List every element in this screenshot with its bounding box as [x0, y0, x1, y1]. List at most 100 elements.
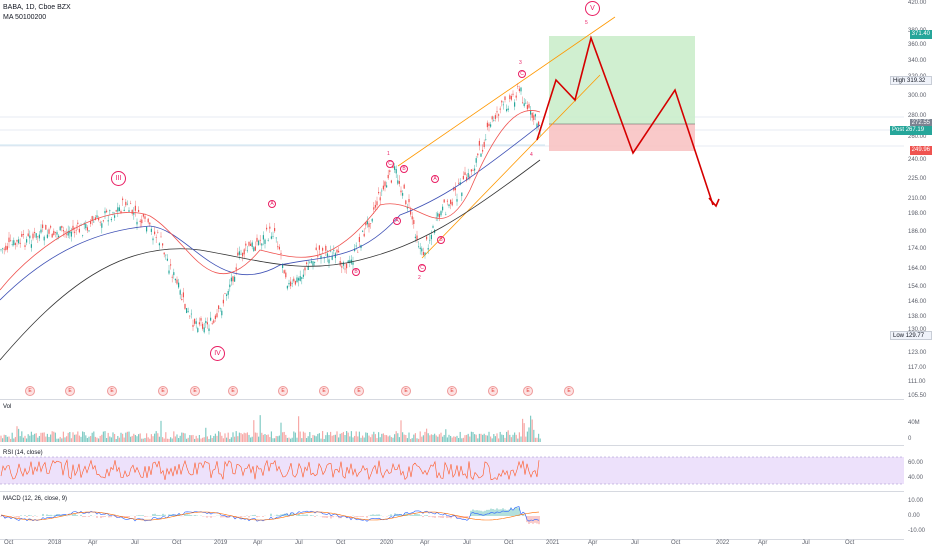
candle-body: [19, 242, 21, 244]
macd-histogram-bar: [30, 515, 32, 516]
volume-bar: [470, 431, 472, 442]
earnings-marker[interactable]: E: [158, 386, 168, 396]
volume-bar: [264, 434, 266, 442]
candle-body: [85, 224, 87, 229]
candle-body: [459, 182, 461, 185]
volume-bar: [325, 435, 327, 442]
candle-body: [403, 184, 405, 189]
ma50-line: [0, 110, 541, 291]
price-pane[interactable]: BABA, 1D, Cboe BZX MA 50100200 III IV V …: [0, 0, 904, 400]
candle-body: [493, 120, 495, 121]
volume-bar: [101, 434, 103, 442]
earnings-marker[interactable]: E: [319, 386, 329, 396]
volume-bar: [344, 435, 346, 442]
macd-histogram-bar: [116, 516, 118, 518]
candle-body: [266, 227, 268, 230]
candle-body: [379, 197, 381, 201]
volume-bar: [446, 437, 448, 442]
price-tick: 186.00: [908, 229, 927, 235]
volume-tick: 40M: [908, 420, 920, 426]
volume-bar: [83, 432, 85, 442]
rsi-axis[interactable]: 60.00 40.00: [904, 446, 932, 492]
time-tick: Oct: [504, 540, 514, 546]
candle-body: [483, 142, 485, 147]
volume-bar: [331, 435, 333, 442]
volume-bar: [314, 435, 316, 442]
volume-bar: [411, 438, 413, 442]
earnings-marker[interactable]: E: [278, 386, 288, 396]
volume-bar: [235, 431, 237, 442]
earnings-marker[interactable]: E: [65, 386, 75, 396]
candle-body: [298, 278, 300, 281]
earnings-marker[interactable]: E: [488, 386, 498, 396]
earnings-marker[interactable]: E: [564, 386, 574, 396]
ma-indicator-title[interactable]: MA 50100200: [3, 14, 47, 21]
price-tick: 123.00: [908, 350, 927, 356]
candle-body: [501, 100, 503, 103]
earnings-marker[interactable]: E: [228, 386, 238, 396]
volume-bar: [398, 437, 400, 442]
time-axis[interactable]: Oct 2018 Apr Jul Oct 2019 Apr Jul Oct 2020 Apr Jul O…: [0, 540, 904, 550]
volume-bar: [120, 432, 122, 442]
candle-body: [86, 227, 88, 231]
candle-body: [195, 321, 197, 324]
price-tick: 174.00: [908, 246, 927, 252]
earnings-marker[interactable]: E: [447, 386, 457, 396]
macd-histogram-bar: [156, 514, 158, 516]
earnings-marker[interactable]: E: [401, 386, 411, 396]
earnings-marker[interactable]: E: [354, 386, 364, 396]
volume-axis[interactable]: 40M 0: [904, 400, 932, 446]
candle-body: [240, 253, 242, 255]
volume-title[interactable]: Vol: [3, 404, 12, 410]
candle-body: [344, 268, 346, 270]
volume-bar: [333, 435, 335, 442]
candle-body: [139, 220, 141, 223]
candle-body: [355, 245, 357, 247]
candle-body: [43, 236, 45, 241]
price-axis[interactable]: 420.00380.00360.00340.00320.00300.00280.…: [890, 0, 932, 400]
volume-bar: [91, 432, 93, 442]
rsi-title[interactable]: RSI (14, close): [3, 450, 43, 456]
volume-bar: [533, 429, 535, 442]
macd-axis[interactable]: 10.00 0.00 -10.00: [904, 492, 932, 540]
volume-bar: [176, 434, 178, 442]
earnings-marker[interactable]: E: [190, 386, 200, 396]
macd-title[interactable]: MACD (12, 26, close, 9): [3, 496, 68, 502]
volume-bar: [210, 435, 212, 442]
volume-bar: [338, 437, 340, 442]
earnings-marker[interactable]: E: [107, 386, 117, 396]
volume-bar: [285, 434, 287, 442]
time-tick: Oct: [671, 540, 681, 546]
volume-bar: [229, 438, 231, 442]
volume-bar: [5, 435, 7, 442]
volume-bar: [341, 433, 343, 442]
macd-histogram-bar: [362, 516, 364, 517]
time-tick: Oct: [336, 540, 346, 546]
candle-body: [206, 322, 208, 325]
volume-bar: [13, 438, 15, 442]
candle-body: [38, 234, 40, 239]
macd-histogram-bar: [448, 516, 450, 518]
candle-body: [250, 243, 252, 247]
candle-body: [274, 228, 276, 232]
earnings-marker[interactable]: E: [25, 386, 35, 396]
volume-pane[interactable]: Vol: [0, 400, 904, 446]
macd-pane[interactable]: MACD (12, 26, close, 9): [0, 492, 904, 540]
earnings-marker[interactable]: E: [523, 386, 533, 396]
rsi-pane[interactable]: RSI (14, close): [0, 446, 904, 492]
macd-histogram-bar: [356, 516, 358, 518]
volume-bar: [474, 434, 476, 442]
volume-bar: [112, 432, 114, 442]
macd-histogram-bar: [160, 515, 162, 516]
volume-bar: [366, 432, 368, 442]
macd-histogram-bar: [240, 516, 242, 518]
volume-bar: [534, 437, 536, 442]
macd-histogram-bar: [168, 514, 170, 516]
volume-bar: [387, 436, 389, 442]
candle-body: [362, 230, 364, 232]
candle-body: [141, 219, 143, 224]
candle-body: [414, 236, 416, 238]
candle-body: [432, 226, 434, 228]
volume-bar: [139, 433, 141, 442]
volume-bar: [307, 436, 309, 442]
